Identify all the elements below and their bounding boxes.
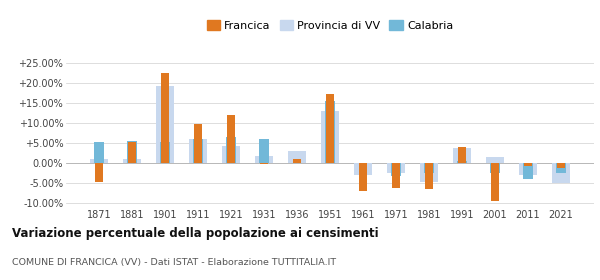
Bar: [255, 157, 273, 163]
Bar: [420, 163, 438, 182]
Text: COMUNE DI FRANCICA (VV) - Dati ISTAT - Elaborazione TUTTITALIA.IT: COMUNE DI FRANCICA (VV) - Dati ISTAT - E…: [12, 258, 336, 267]
Bar: [552, 163, 570, 183]
Bar: [424, 163, 434, 173]
Bar: [391, 163, 401, 176]
Bar: [524, 163, 532, 166]
Bar: [94, 142, 104, 163]
Bar: [557, 163, 565, 168]
Bar: [194, 124, 202, 163]
Bar: [161, 73, 169, 163]
Bar: [127, 141, 137, 163]
Bar: [160, 143, 170, 163]
Bar: [193, 139, 203, 163]
Bar: [425, 163, 433, 189]
Bar: [523, 163, 533, 179]
Bar: [288, 151, 306, 163]
Bar: [259, 139, 269, 163]
Text: Variazione percentuale della popolazione ai censimenti: Variazione percentuale della popolazione…: [12, 227, 379, 240]
Bar: [260, 163, 268, 164]
Bar: [556, 163, 566, 173]
Bar: [321, 111, 339, 163]
Bar: [486, 157, 504, 163]
Bar: [128, 143, 136, 163]
Bar: [156, 87, 174, 163]
Bar: [123, 159, 141, 163]
Bar: [226, 137, 236, 163]
Bar: [519, 163, 537, 175]
Bar: [458, 147, 466, 163]
Bar: [325, 101, 335, 163]
Legend: Francica, Provincia di VV, Calabria: Francica, Provincia di VV, Calabria: [202, 16, 458, 35]
Bar: [354, 163, 372, 175]
Bar: [293, 159, 301, 163]
Bar: [491, 163, 499, 201]
Bar: [387, 163, 405, 173]
Bar: [95, 163, 103, 182]
Bar: [90, 159, 108, 163]
Bar: [457, 161, 467, 163]
Bar: [490, 163, 500, 173]
Bar: [392, 163, 400, 188]
Bar: [222, 146, 240, 163]
Bar: [359, 163, 367, 191]
Bar: [326, 94, 334, 163]
Bar: [453, 148, 471, 163]
Bar: [189, 139, 207, 163]
Bar: [227, 115, 235, 163]
